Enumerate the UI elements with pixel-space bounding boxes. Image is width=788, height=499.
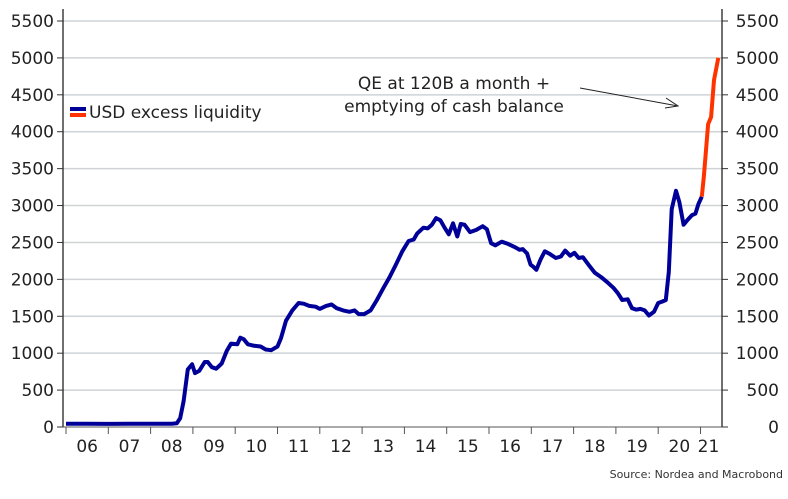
left-tick-label: 2000 [11,270,54,290]
x-tick-label: 09 [203,437,225,457]
annotation-arrow-head [664,97,680,109]
x-tick-label: 12 [330,437,352,457]
gridlines [63,20,722,391]
right-tick-label: 4000 [736,123,779,143]
x-tick-label: 20 [669,437,691,457]
x-tick-label: 07 [119,437,141,457]
left-tick-label: 5500 [11,12,54,32]
left-tick-label: 4000 [11,123,54,143]
left-tick-label: 0 [43,418,54,438]
series-layer [66,57,721,426]
right-tick-label: 5000 [736,49,779,69]
right-tick-label: 3500 [736,160,779,180]
x-tick-label: 19 [626,437,648,457]
x-tick-label: 06 [76,437,98,457]
right-tick-label: 1000 [736,344,779,364]
left-tick-label: 3500 [11,160,54,180]
right-tick-label: 1500 [736,307,779,327]
annotation-line-1: QE at 120B a month + [358,74,550,94]
series-line-projection [699,57,721,197]
left-tick-label: 500 [22,381,54,401]
legend-label: USD excess liquidity [89,103,262,123]
left-tick-label: 1000 [11,344,54,364]
left-tick-label: 1500 [11,307,54,327]
annotation: QE at 120B a month + emptying of cash ba… [344,74,680,117]
x-tick-label: 16 [499,437,521,457]
right-y-axis-ticks: 0 500 1000 1500 2000 2500 3000 3500 4000 4500 5000… [722,12,779,438]
source-note: Source: Nordea and Macrobond [610,468,783,481]
x-tick-label: 11 [288,437,310,457]
x-tick-label: 15 [457,437,479,457]
legend-swatch-red [70,113,86,117]
x-tick-label: 21 [698,437,720,457]
right-tick-label: 4500 [736,86,779,106]
series-line-usd-excess-liquidity [66,188,704,426]
right-tick-label: 0 [768,418,779,438]
legend-swatch-blue [70,107,86,111]
x-tick-label: 17 [542,437,564,457]
legend: USD excess liquidity [70,103,262,123]
x-tick-label: 14 [415,437,437,457]
right-tick-label: 2500 [736,233,779,253]
annotation-line-2: emptying of cash balance [344,97,564,117]
left-y-axis-ticks: 0 500 1000 1500 2000 2500 3000 3500 4000 4500 5000… [11,12,63,438]
left-tick-label: 2500 [11,233,54,253]
x-tick-label: 18 [584,437,606,457]
left-tick-label: 4500 [11,86,54,106]
x-axis-ticks: 06 07 08 09 10 11 12 13 14 15 16 17 18 19 20 21 [65,427,720,457]
x-tick-label: 13 [372,437,394,457]
right-tick-label: 2000 [736,270,779,290]
x-tick-label: 08 [161,437,183,457]
left-tick-label: 3000 [11,197,54,217]
right-tick-label: 5500 [736,12,779,32]
x-tick-label: 10 [246,437,268,457]
annotation-arrow-shaft [579,87,679,107]
right-tick-label: 3000 [736,197,779,217]
right-tick-label: 500 [747,381,779,401]
axes [57,9,728,428]
left-tick-label: 5000 [11,49,54,69]
